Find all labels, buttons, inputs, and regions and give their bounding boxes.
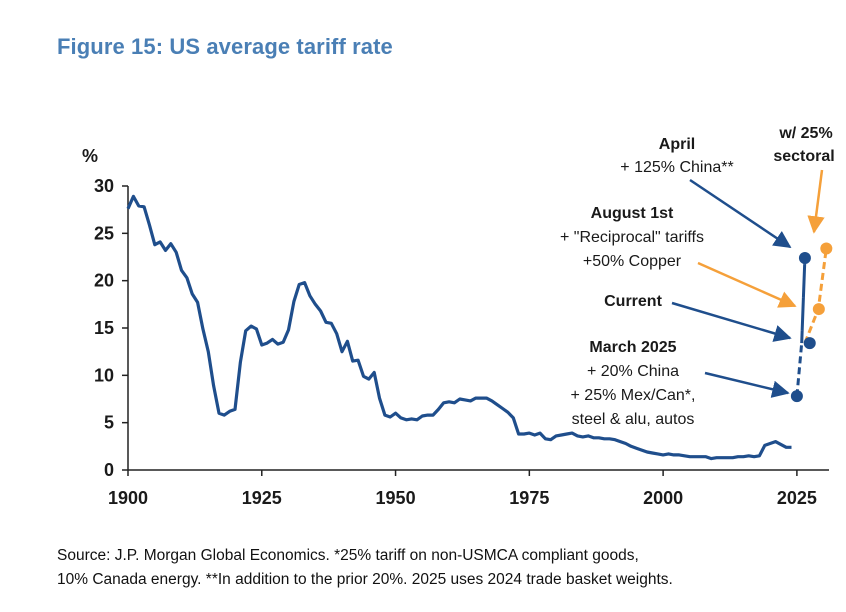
y-tick-label: 25 — [94, 223, 114, 243]
august-arrow — [697, 261, 797, 308]
x-tick-label: 2000 — [643, 488, 683, 508]
current-arrow — [671, 301, 792, 342]
point-march-2025 — [790, 390, 803, 403]
axes — [127, 186, 829, 471]
y-ticks: 0 5 10 15 20 25 30 — [94, 176, 128, 480]
tariff-rate-line — [126, 194, 792, 461]
april-arrow — [689, 178, 792, 249]
y-tick-label: 20 — [94, 271, 114, 291]
annotation-april-title: April — [659, 136, 695, 153]
announcement-dashed-line — [795, 257, 807, 397]
annotation-april-detail: + 125% China** — [620, 159, 733, 176]
annotation-march-detail-1: + 20% China — [587, 363, 679, 380]
point-current — [803, 337, 816, 350]
annotation-august-title: August 1st — [591, 205, 674, 222]
y-tick-label: 5 — [104, 413, 114, 433]
point-august-1st — [812, 303, 825, 316]
source-line-1: Source: J.P. Morgan Global Economics. *2… — [57, 547, 639, 564]
annotation-current: Current — [604, 293, 662, 310]
y-axis-label: % — [82, 146, 98, 166]
annotation-august-detail-1: + "Reciprocal" tariffs — [560, 229, 704, 246]
annotation-march-title: March 2025 — [589, 339, 676, 356]
y-tick-label: 30 — [94, 176, 114, 196]
annotation-sectoral-2: sectoral — [773, 148, 834, 165]
points-layer — [790, 242, 833, 403]
y-tick-label: 10 — [94, 365, 114, 385]
source-note: Source: J.P. Morgan Global Economics. *2… — [57, 544, 673, 592]
annotation-march-detail-3: steel & alu, autos — [572, 411, 695, 428]
y-tick-label: 15 — [94, 318, 114, 338]
x-tick-label: 1900 — [108, 488, 148, 508]
source-line-2: 10% Canada energy. **In addition to the … — [57, 571, 673, 588]
x-tick-label: 2025 — [777, 488, 817, 508]
x-ticks: 1900 1925 1950 1975 2000 2025 — [108, 470, 817, 508]
y-tick-label: 0 — [104, 460, 114, 480]
x-tick-label: 1975 — [509, 488, 549, 508]
annotation-march-detail-2: + 25% Mex/Can*, — [571, 387, 696, 404]
annotation-sectoral-1: w/ 25% — [778, 125, 832, 142]
point-april — [798, 251, 811, 264]
x-tick-label: 1950 — [376, 488, 416, 508]
series-layer — [126, 194, 828, 461]
chart-title: Figure 15: US average tariff rate — [57, 34, 393, 59]
sectoral-arrow — [807, 169, 825, 234]
point-w-25-sectoral — [820, 242, 833, 255]
x-tick-label: 1925 — [242, 488, 282, 508]
annotation-august-detail-2: +50% Copper — [583, 253, 682, 270]
march-arrow — [704, 371, 790, 398]
